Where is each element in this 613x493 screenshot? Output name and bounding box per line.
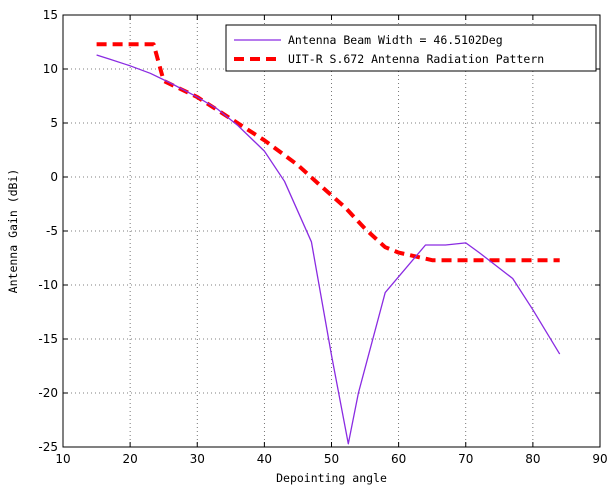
legend-label-uit-r-pattern: UIT-R S.672 Antenna Radiation Pattern xyxy=(288,52,544,66)
y-tick-label: -10 xyxy=(38,278,58,292)
y-tick-label: -5 xyxy=(46,224,58,238)
y-tick-label: 15 xyxy=(43,8,58,22)
y-tick-label: -15 xyxy=(38,332,58,346)
series-group xyxy=(96,42,561,445)
y-tick-label: 0 xyxy=(50,170,58,184)
x-axis-label: Depointing angle xyxy=(276,471,387,485)
y-tick-label: -25 xyxy=(38,440,58,454)
x-tick-label: 90 xyxy=(592,452,607,466)
legend: Antenna Beam Width = 46.5102Deg UIT-R S.… xyxy=(225,24,597,72)
legend-box xyxy=(225,24,597,72)
y-tick-label: -20 xyxy=(38,386,58,400)
grid xyxy=(63,15,600,447)
series-line-uit-r-pattern xyxy=(96,42,560,263)
x-tick-label: 40 xyxy=(257,452,272,466)
y-axis-label: Antenna Gain (dBi) xyxy=(6,169,20,294)
y-tick-label: 5 xyxy=(50,116,58,130)
x-tick-label: 80 xyxy=(525,452,540,466)
x-tick-label: 30 xyxy=(190,452,205,466)
x-tick-label: 60 xyxy=(391,452,406,466)
x-tick-label: 50 xyxy=(324,452,339,466)
series-line-beam-width xyxy=(96,54,561,445)
legend-label-beam-width: Antenna Beam Width = 46.5102Deg xyxy=(288,33,503,47)
x-tick-label: 10 xyxy=(55,452,70,466)
x-tick-label: 20 xyxy=(122,452,137,466)
y-tick-label: 10 xyxy=(43,62,58,76)
x-tick-label: 70 xyxy=(458,452,473,466)
